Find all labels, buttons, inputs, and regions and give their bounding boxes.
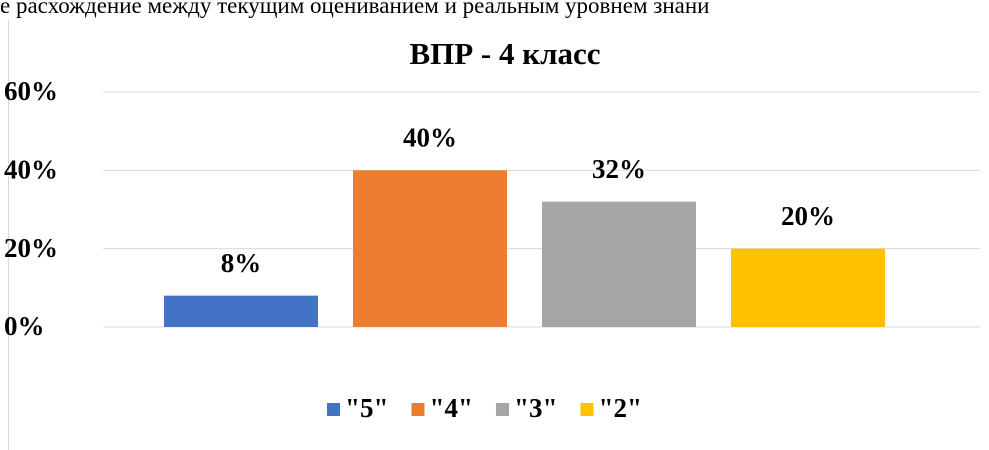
bar <box>353 170 507 327</box>
y-tick-label: 0% <box>4 311 45 341</box>
legend-label: "2" <box>598 393 641 423</box>
legend-label: "3" <box>514 393 557 423</box>
legend-swatch <box>495 403 509 416</box>
data-label: 8% <box>221 248 262 278</box>
legend-swatch <box>580 403 594 416</box>
data-label: 32% <box>592 154 646 184</box>
bar <box>731 248 885 327</box>
y-tick-label: 20% <box>4 233 58 263</box>
header-text: е расхождение между текущим оцениванием … <box>0 0 709 18</box>
chart-title: ВПР - 4 класс <box>409 36 600 71</box>
bar <box>542 201 696 327</box>
data-label: 20% <box>781 201 835 231</box>
y-tick-label: 40% <box>4 155 58 185</box>
data-label: 40% <box>403 123 457 153</box>
bar <box>164 295 318 327</box>
legend-label: "4" <box>429 393 472 423</box>
y-tick-label: 60% <box>4 76 58 106</box>
legend-swatch <box>411 403 425 416</box>
legend-swatch <box>327 403 340 416</box>
legend-label: "5" <box>345 393 388 423</box>
